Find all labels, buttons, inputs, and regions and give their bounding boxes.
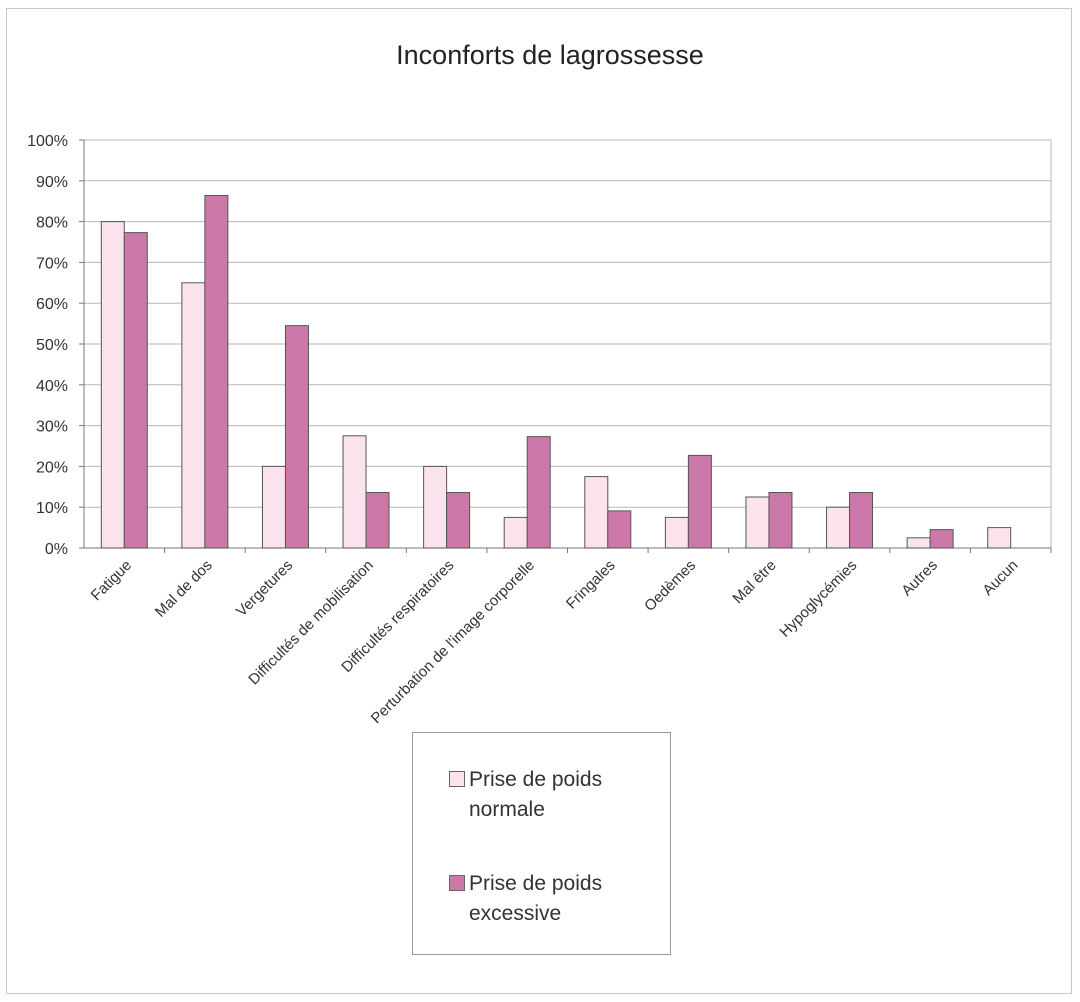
bar-1-2 <box>284 325 309 549</box>
bar-1-6 <box>607 510 632 549</box>
bar-0-5 <box>503 516 528 549</box>
x-tick-label-8: Mal être <box>729 557 779 607</box>
legend-label-normal: Prise de poids normale <box>469 768 603 821</box>
chart-frame <box>6 8 1072 994</box>
legend-swatch-excessive <box>449 875 465 891</box>
y-tick-label-8: 80% <box>36 215 68 232</box>
y-tick-label-10: 100% <box>27 133 68 150</box>
x-tick-label-0: Fatigue <box>88 557 135 604</box>
y-tick-label-1: 10% <box>36 500 68 517</box>
legend-item-normal: Prise de poids normale <box>449 765 669 825</box>
bar-1-4 <box>446 492 471 549</box>
legend-item-excessive: Prise de poids excessive <box>449 869 669 929</box>
y-tick-label-0: 0% <box>45 541 68 558</box>
y-tick-label-7: 70% <box>36 255 68 272</box>
bar-1-10 <box>929 529 954 549</box>
bar-0-7 <box>664 516 689 549</box>
chart-legend: Prise de poids normale Prise de poids ex… <box>412 732 671 955</box>
y-tick-label-6: 60% <box>36 296 68 313</box>
bar-1-5 <box>526 436 551 549</box>
bar-1-1 <box>204 194 229 549</box>
y-tick-label-4: 40% <box>36 378 68 395</box>
legend-label-excessive: Prise de poids excessive <box>469 872 603 925</box>
bar-0-9 <box>826 506 851 549</box>
x-tick-label-6: Fringales <box>563 557 619 613</box>
bar-0-1 <box>181 282 206 549</box>
x-tick-label-7: Oedèmes <box>641 557 699 615</box>
y-tick-label-9: 90% <box>36 174 68 191</box>
bar-1-7 <box>687 454 712 549</box>
bar-0-10 <box>906 537 931 549</box>
bar-0-0 <box>100 221 125 549</box>
bar-0-4 <box>423 465 448 549</box>
bar-1-3 <box>365 492 390 549</box>
x-tick-label-11: Aucun <box>979 557 1021 599</box>
y-tick-label-3: 30% <box>36 419 68 436</box>
chart-title: Inconforts de lagrossesse <box>396 40 704 70</box>
y-tick-label-5: 50% <box>36 337 68 354</box>
x-tick-label-1: Mal de dos <box>152 557 216 621</box>
bar-0-2 <box>261 465 286 549</box>
y-tick-label-2: 20% <box>36 459 68 476</box>
x-tick-label-9: Hypoglycémies <box>776 557 860 641</box>
bar-0-11 <box>987 527 1012 549</box>
bar-1-9 <box>849 492 874 549</box>
bar-1-0 <box>123 232 148 549</box>
x-tick-label-2: Vergetures <box>233 557 296 620</box>
bar-0-3 <box>342 435 367 549</box>
x-tick-label-5: Perturbation de l'image corporelle <box>368 557 538 727</box>
legend-swatch-normal <box>449 771 465 787</box>
x-tick-label-10: Autres <box>898 557 941 600</box>
bar-0-6 <box>584 476 609 549</box>
bar-1-8 <box>768 492 793 549</box>
bar-0-8 <box>745 496 770 549</box>
